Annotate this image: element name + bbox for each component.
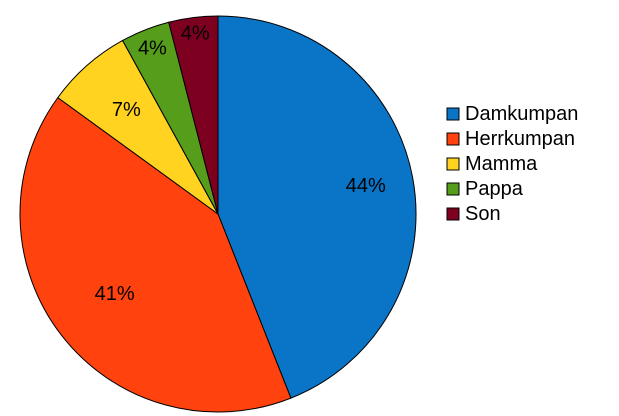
legend-label-pappa: Pappa: [465, 178, 524, 200]
legend-label-mamma: Mamma: [465, 153, 538, 175]
pie-slice-damkumpan: [217, 15, 417, 399]
legend-swatch-mamma: [446, 157, 460, 171]
pie-slice-herrkumpan: [19, 96, 292, 413]
pie-labels: 44% 41% 7% 4% 4%: [95, 22, 386, 305]
pie-slices: [19, 15, 417, 413]
legend-swatch-herrkumpan: [446, 132, 460, 146]
slice-label-mamma: 7%: [112, 99, 141, 121]
slice-label-damkumpan: 44%: [346, 175, 386, 197]
slice-label-son: 4%: [181, 22, 210, 44]
legend-label-herrkumpan: Herrkumpan: [465, 128, 575, 150]
legend-swatch-pappa: [446, 182, 460, 196]
slice-label-pappa: 4%: [138, 37, 167, 59]
legend-label-son: Son: [465, 203, 501, 225]
legend-label-damkumpan: Damkumpan: [465, 103, 578, 125]
legend: Damkumpan Herrkumpan Mamma Pappa Son: [446, 103, 578, 225]
slice-label-herrkumpan: 41%: [95, 283, 135, 305]
pie-slice-son: [168, 15, 219, 215]
legend-swatch-damkumpan: [446, 107, 460, 121]
legend-swatch-son: [446, 207, 460, 221]
